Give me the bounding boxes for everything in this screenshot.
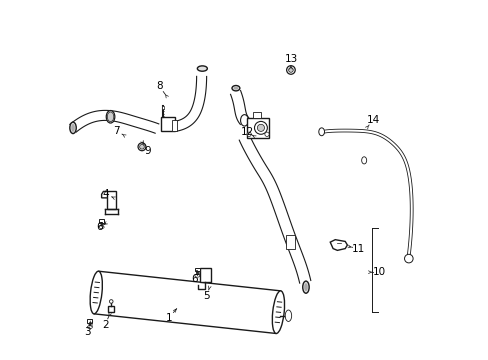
Circle shape	[254, 121, 267, 134]
Ellipse shape	[138, 143, 145, 151]
Circle shape	[257, 124, 264, 131]
Ellipse shape	[361, 157, 366, 164]
Circle shape	[404, 254, 412, 263]
Ellipse shape	[318, 128, 324, 136]
Ellipse shape	[233, 87, 238, 90]
Text: 10: 10	[372, 267, 385, 277]
Ellipse shape	[71, 124, 75, 132]
Bar	[194, 268, 200, 271]
Circle shape	[264, 132, 268, 136]
Circle shape	[246, 132, 251, 136]
Text: 5: 5	[203, 291, 210, 301]
Text: 9: 9	[144, 146, 150, 156]
Bar	[160, 117, 175, 131]
Polygon shape	[174, 76, 206, 131]
Ellipse shape	[194, 274, 200, 277]
Ellipse shape	[90, 271, 102, 314]
Text: 8: 8	[156, 81, 163, 91]
Ellipse shape	[285, 310, 291, 321]
Ellipse shape	[304, 283, 307, 291]
Bar	[87, 319, 92, 323]
Text: 11: 11	[351, 244, 365, 253]
Text: 12: 12	[240, 127, 253, 138]
Bar	[99, 219, 104, 223]
Ellipse shape	[109, 300, 113, 303]
Text: 13: 13	[284, 54, 297, 64]
Polygon shape	[329, 240, 346, 250]
Ellipse shape	[197, 66, 207, 71]
Bar	[108, 306, 114, 312]
Polygon shape	[323, 129, 412, 255]
Text: 2: 2	[102, 320, 108, 330]
Ellipse shape	[70, 122, 76, 134]
Bar	[172, 120, 176, 131]
Bar	[107, 192, 116, 208]
Polygon shape	[239, 136, 310, 283]
Ellipse shape	[240, 114, 248, 126]
Ellipse shape	[107, 112, 114, 122]
Ellipse shape	[99, 226, 104, 229]
Text: 6: 6	[96, 222, 103, 232]
Ellipse shape	[231, 86, 240, 91]
Ellipse shape	[302, 281, 308, 293]
Text: 4: 4	[102, 189, 109, 199]
Ellipse shape	[87, 326, 92, 329]
Polygon shape	[230, 91, 248, 125]
Text: 14: 14	[366, 115, 379, 125]
Text: 7: 7	[113, 126, 120, 136]
Ellipse shape	[140, 144, 144, 149]
Bar	[200, 267, 210, 282]
Ellipse shape	[106, 111, 115, 123]
Text: 1: 1	[166, 312, 172, 323]
Polygon shape	[70, 111, 159, 133]
Ellipse shape	[288, 68, 293, 72]
Bar	[285, 235, 294, 249]
Text: 6: 6	[191, 274, 198, 284]
Ellipse shape	[272, 291, 284, 333]
Bar	[162, 106, 164, 109]
Ellipse shape	[286, 66, 295, 74]
Text: 3: 3	[84, 327, 90, 337]
Bar	[252, 112, 260, 118]
Bar	[247, 118, 268, 138]
